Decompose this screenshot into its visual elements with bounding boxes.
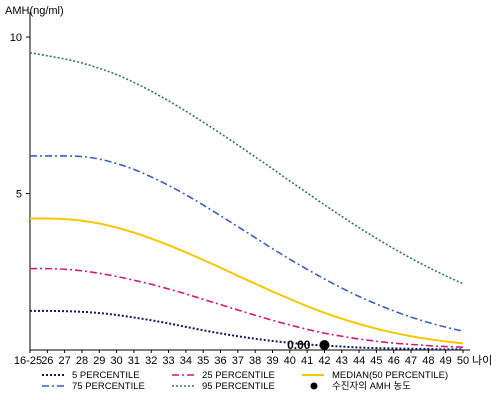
x-tick-label: 37	[232, 355, 244, 367]
x-tick-label: 31	[128, 355, 140, 367]
series-line-75-percentile	[29, 155, 464, 332]
legend-item: 95 PERCENTILE	[172, 381, 275, 392]
y-tick-label: 5	[16, 189, 22, 201]
series-lines	[29, 51, 464, 351]
legend-item: 25 PERCENTILE	[172, 370, 275, 381]
x-ticks: 16-25 26 27 28 29 30 31 32 33 34 35 36 37 38 39 40 41 42 4…	[14, 350, 469, 367]
legend-label: 수진자의 AMH 농도	[332, 381, 411, 392]
patient-marker-group: 0.00	[287, 338, 330, 352]
x-tick-label: 47	[405, 355, 417, 367]
x-tick-label: 32	[145, 355, 157, 367]
x-tick-label: 50	[457, 355, 469, 367]
x-tick-label: 45	[370, 355, 382, 367]
y-axis-label: AMH(ng/ml)	[5, 5, 64, 17]
legend-label: MEDIAN(50 PERCENTILE)	[332, 370, 448, 381]
patient-marker	[319, 340, 330, 350]
x-tick-label: 30	[110, 355, 122, 367]
legend-item: 수진자의 AMH 농도	[310, 381, 411, 392]
chart-axes	[29, 12, 470, 351]
legend-label: 95 PERCENTILE	[202, 381, 275, 392]
y-ticks: 5 10	[10, 32, 30, 201]
x-tick-label: 36	[214, 355, 226, 367]
x-tick-label: 46	[388, 355, 400, 367]
series-line-95-percentile	[29, 51, 464, 285]
x-tick-label: 41	[301, 355, 313, 367]
legend-label: 5 PERCENTILE	[72, 370, 140, 381]
x-tick-label: 39	[266, 355, 278, 367]
x-tick-label: 33	[162, 355, 174, 367]
x-tick-label: 26	[41, 355, 53, 367]
legend-item: 75 PERCENTILE	[42, 381, 145, 392]
x-tick-label: 16-25	[14, 355, 42, 367]
x-axis-label: 나이	[472, 354, 492, 367]
x-tick-label: 43	[336, 355, 348, 367]
legend-label: 75 PERCENTILE	[72, 381, 145, 392]
legend-item: 5 PERCENTILE	[42, 370, 140, 381]
x-tick-label: 35	[197, 355, 209, 367]
x-tick-label: 44	[353, 355, 365, 367]
x-tick-label: 38	[249, 355, 261, 367]
series-line-25-percentile	[29, 267, 464, 348]
series-line-median-50-percentile	[29, 217, 464, 345]
y-tick-label: 10	[10, 32, 22, 44]
series-line-5-percentile	[29, 309, 464, 351]
legend: 5 PERCENTILE 25 PERCENTILE MEDIAN(50 PERCE…	[42, 370, 448, 392]
legend-item: MEDIAN(50 PERCENTILE)	[302, 370, 448, 381]
x-tick-label: 49	[440, 355, 452, 367]
x-tick-label: 29	[93, 355, 105, 367]
legend-label: 25 PERCENTILE	[202, 370, 275, 381]
x-tick-label: 27	[59, 355, 71, 367]
x-tick-label: 42	[318, 355, 330, 367]
legend-swatch-patient	[310, 382, 318, 390]
x-tick-label: 28	[76, 355, 88, 367]
patient-value-label: 0.00	[287, 338, 311, 352]
x-tick-label: 40	[284, 355, 296, 367]
x-tick-label: 48	[422, 355, 434, 367]
x-tick-label: 34	[180, 355, 192, 367]
